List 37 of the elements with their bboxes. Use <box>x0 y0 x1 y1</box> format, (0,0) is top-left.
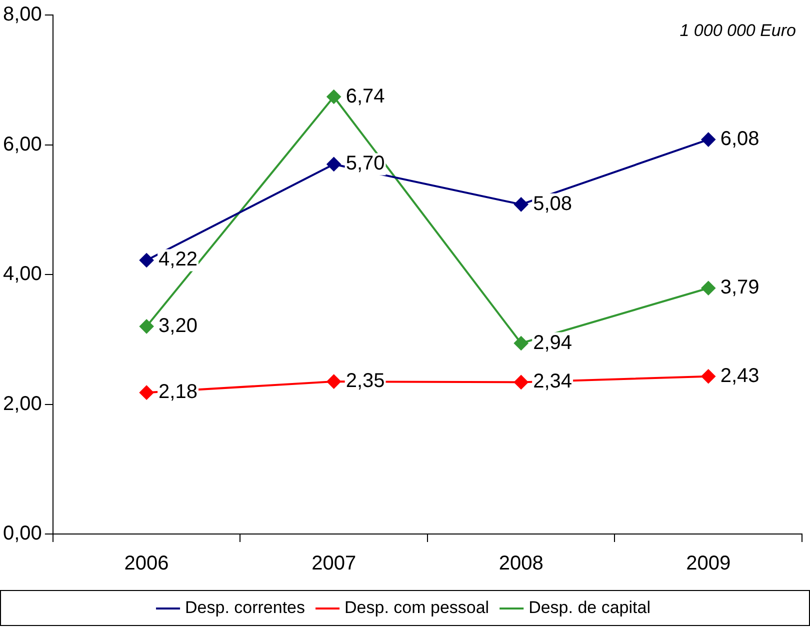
data-label: 2,34 <box>533 370 572 393</box>
x-tick-label: 2007 <box>312 552 356 575</box>
data-label: 2,35 <box>346 370 385 392</box>
data-label: 2,18 <box>158 381 198 404</box>
point <box>140 319 154 334</box>
y-tick-label: 6,00 <box>2 133 42 156</box>
data-label: 5,70 <box>346 152 385 175</box>
data-label: 5,08 <box>533 192 572 215</box>
data-label: 6,74 <box>346 85 385 108</box>
point <box>326 157 341 172</box>
data-label: 6,08 <box>720 128 760 150</box>
point <box>701 132 716 147</box>
legend-label: Desp. correntes <box>185 598 306 618</box>
point <box>514 375 528 390</box>
data-label: 4,22 <box>158 248 198 271</box>
data-label: 3,20 <box>158 314 198 337</box>
point <box>701 281 716 296</box>
x-tick-label: 2006 <box>124 552 169 575</box>
y-tick-label: 2,00 <box>2 392 42 415</box>
point <box>140 386 154 400</box>
point <box>326 374 341 389</box>
y-tick-label: 4,00 <box>2 263 42 286</box>
legend-label: Desp. de capital <box>528 598 650 618</box>
x-tick-label: 2008 <box>498 552 544 575</box>
point <box>514 336 528 350</box>
data-label: 2,43 <box>720 364 760 387</box>
y-tick-label: 8,00 <box>2 4 42 26</box>
legend-label: Desp. com pessoal <box>344 598 490 618</box>
x-tick-label: 2009 <box>686 552 731 575</box>
annotation: 1 000 000 Euro <box>680 21 796 40</box>
y-tick-label: 0,00 <box>2 522 42 545</box>
point <box>701 369 716 384</box>
point <box>326 90 341 104</box>
point <box>140 253 154 268</box>
data-label: 3,79 <box>720 276 760 299</box>
data-label: 2,94 <box>533 332 572 354</box>
point <box>514 197 528 212</box>
